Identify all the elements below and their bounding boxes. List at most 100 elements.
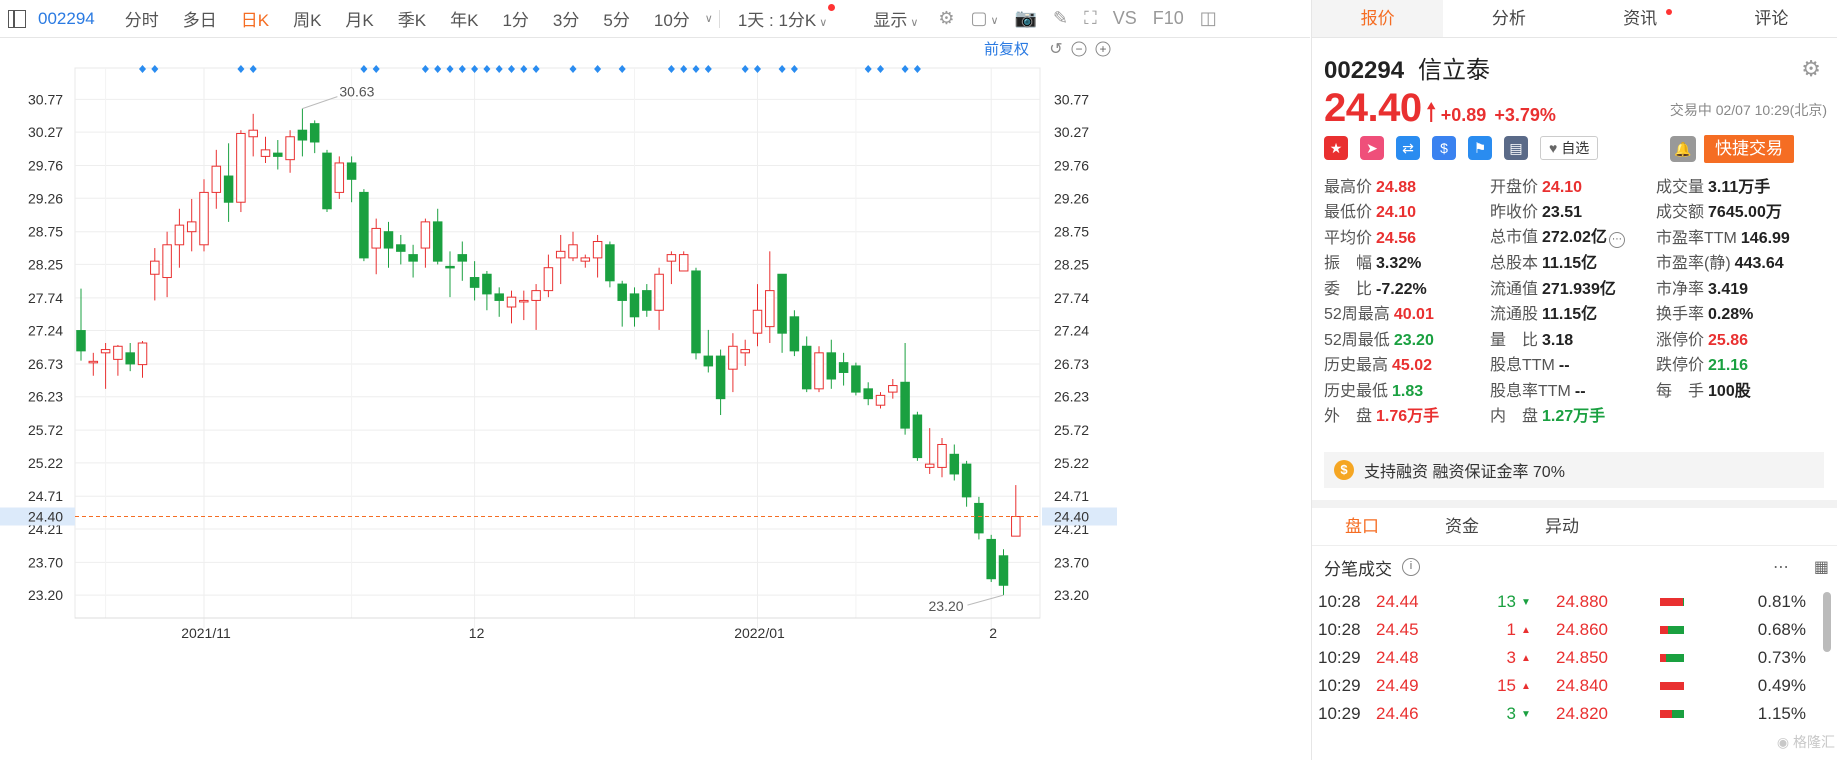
event-marker-icon[interactable] bbox=[667, 65, 675, 73]
candle[interactable] bbox=[457, 254, 468, 262]
alert-bell-icon[interactable]: 🔔 bbox=[1670, 136, 1696, 162]
candle[interactable] bbox=[900, 381, 910, 429]
candle[interactable] bbox=[826, 352, 837, 380]
event-marker-icon[interactable] bbox=[692, 65, 700, 73]
event-marker-icon[interactable] bbox=[741, 65, 749, 73]
candle[interactable] bbox=[334, 162, 345, 193]
zoom-in-icon[interactable] bbox=[1095, 41, 1111, 57]
candle[interactable] bbox=[297, 129, 308, 141]
event-marker-icon[interactable] bbox=[458, 65, 466, 73]
event-marker-icon[interactable] bbox=[790, 65, 798, 73]
quote-tab[interactable]: 分析 bbox=[1443, 0, 1574, 37]
candle[interactable] bbox=[494, 293, 504, 301]
event-marker-icon[interactable] bbox=[680, 65, 688, 73]
candle[interactable] bbox=[974, 502, 984, 534]
event-marker-icon[interactable] bbox=[151, 65, 159, 73]
event-marker-icon[interactable] bbox=[508, 65, 515, 73]
grid-view-icon[interactable]: ▦ bbox=[1813, 559, 1829, 576]
candle[interactable] bbox=[174, 224, 185, 246]
candle[interactable] bbox=[408, 254, 418, 262]
period-tab[interactable]: 周K bbox=[293, 11, 322, 30]
compare-vs-button[interactable]: VS bbox=[1112, 8, 1137, 28]
candle[interactable] bbox=[986, 538, 996, 580]
candle[interactable] bbox=[211, 165, 222, 193]
quote-tab[interactable]: 评论 bbox=[1706, 0, 1837, 37]
panel-toggle-icon[interactable]: ◫ bbox=[1199, 8, 1217, 28]
indicator-box-icon[interactable]: ▢ ∨ bbox=[970, 8, 999, 28]
candle[interactable] bbox=[642, 290, 652, 311]
candle[interactable] bbox=[605, 244, 615, 282]
candle[interactable] bbox=[543, 267, 554, 292]
candle[interactable] bbox=[666, 254, 677, 262]
period-tab[interactable]: 日K bbox=[240, 11, 270, 30]
candle[interactable] bbox=[223, 175, 234, 203]
candle[interactable] bbox=[420, 221, 431, 249]
candle[interactable] bbox=[248, 129, 258, 138]
candle[interactable] bbox=[100, 349, 111, 354]
event-marker-icon[interactable] bbox=[434, 65, 442, 73]
tick-list-scrollbar[interactable] bbox=[1823, 592, 1831, 652]
candle[interactable] bbox=[752, 309, 763, 334]
draw-pen-icon[interactable]: ✎ bbox=[1053, 8, 1069, 28]
quote-tab[interactable]: 报价 bbox=[1312, 0, 1444, 37]
candle[interactable] bbox=[814, 352, 824, 390]
candle[interactable] bbox=[801, 345, 812, 390]
candle[interactable] bbox=[531, 290, 541, 301]
candle[interactable] bbox=[260, 149, 271, 157]
display-menu[interactable]: 显示 ∨ bbox=[861, 6, 930, 31]
candle[interactable] bbox=[1011, 516, 1021, 537]
period-tab[interactable]: 多日 bbox=[182, 11, 217, 30]
candle[interactable] bbox=[937, 443, 947, 468]
event-marker-icon[interactable] bbox=[778, 65, 786, 73]
event-marker-icon[interactable] bbox=[754, 65, 761, 73]
more-periods-icon[interactable]: ∨ bbox=[704, 13, 713, 25]
interval-select[interactable]: 1天 : 1分K ∨ bbox=[726, 4, 839, 31]
candle[interactable] bbox=[371, 227, 381, 249]
toolbar-stock-code[interactable]: 002294 bbox=[38, 8, 95, 28]
candle[interactable] bbox=[728, 345, 738, 370]
candle[interactable] bbox=[949, 453, 960, 475]
detail-tab[interactable]: 资金 bbox=[1445, 517, 1479, 536]
fast-trade-button[interactable]: 快捷交易 bbox=[1704, 135, 1794, 163]
period-tab[interactable]: 3分 bbox=[552, 11, 580, 30]
candle[interactable] bbox=[482, 273, 492, 295]
candle[interactable] bbox=[285, 136, 295, 161]
event-marker-icon[interactable] bbox=[237, 65, 245, 73]
candle[interactable] bbox=[654, 273, 664, 311]
candle[interactable] bbox=[863, 388, 873, 400]
candle[interactable] bbox=[838, 362, 849, 373]
event-marker-icon[interactable] bbox=[421, 65, 429, 73]
hot-stock-icon[interactable]: ➤ bbox=[1360, 136, 1384, 160]
candle[interactable] bbox=[629, 293, 640, 318]
event-marker-icon[interactable] bbox=[495, 65, 503, 73]
event-marker-icon[interactable] bbox=[877, 65, 884, 73]
f10-button[interactable]: F10 bbox=[1152, 8, 1184, 28]
candle[interactable] bbox=[506, 296, 517, 308]
candle[interactable] bbox=[88, 360, 99, 364]
info-icon[interactable]: i bbox=[1402, 558, 1420, 576]
candle[interactable] bbox=[789, 316, 800, 352]
candle[interactable] bbox=[199, 191, 209, 246]
adjust-mode-link[interactable]: 前复权 bbox=[984, 40, 1029, 58]
settings-gear-icon[interactable]: ⚙ bbox=[938, 8, 955, 28]
candle[interactable] bbox=[592, 241, 603, 259]
candle[interactable] bbox=[186, 221, 197, 233]
event-marker-icon[interactable] bbox=[360, 65, 368, 73]
detail-tab[interactable]: 异动 bbox=[1545, 517, 1579, 536]
candle[interactable] bbox=[396, 244, 406, 252]
candle[interactable] bbox=[162, 244, 172, 279]
more-info-icon[interactable]: ⋯ bbox=[1608, 232, 1625, 249]
candle[interactable] bbox=[125, 352, 135, 365]
candle[interactable] bbox=[765, 290, 775, 328]
sidebar-toggle-icon[interactable] bbox=[8, 9, 26, 28]
china-flag-icon[interactable]: ★ bbox=[1324, 136, 1348, 160]
quote-tab[interactable]: 资讯 bbox=[1575, 0, 1706, 37]
period-tab[interactable]: 1分 bbox=[502, 11, 529, 30]
candle[interactable] bbox=[777, 273, 787, 334]
event-marker-icon[interactable] bbox=[446, 65, 454, 73]
settings-gear-icon[interactable]: ⚙ bbox=[1801, 56, 1821, 81]
period-tab[interactable]: 10分 bbox=[653, 11, 690, 30]
candle[interactable] bbox=[961, 463, 972, 498]
candle[interactable] bbox=[137, 342, 148, 366]
candle[interactable] bbox=[568, 244, 578, 259]
